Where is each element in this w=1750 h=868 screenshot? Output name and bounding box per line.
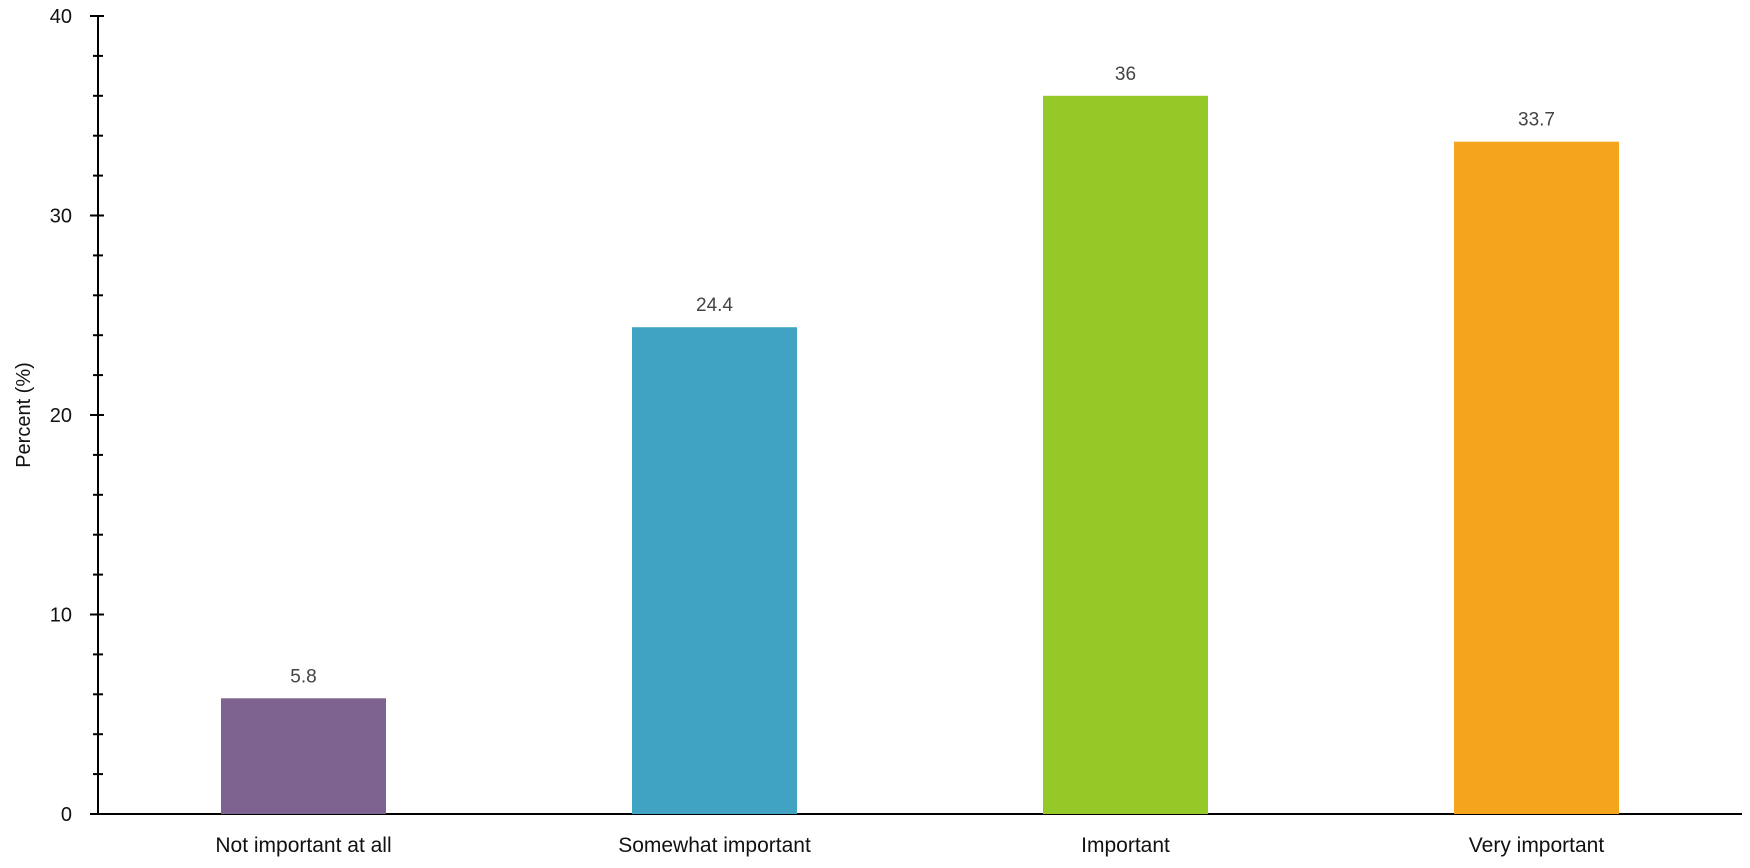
data-label: 24.4 [696, 295, 733, 316]
bar [1043, 95, 1208, 815]
data-label: 36 [1115, 64, 1136, 85]
bar [1454, 141, 1619, 814]
x-category-label: Important [1081, 834, 1170, 857]
bar [221, 698, 386, 814]
y-tick-label: 40 [50, 6, 72, 28]
labels-layer: 5.8 Not important at all 24.4 Somewhat impo… [215, 64, 1604, 857]
bar [632, 327, 797, 814]
x-category-label: Not important at all [215, 834, 391, 857]
x-category-label: Very important [1469, 834, 1605, 857]
data-label: 33.7 [1518, 110, 1555, 131]
y-tick-label: 20 [50, 405, 72, 427]
bars-layer [221, 95, 1619, 815]
y-tick-label: 10 [50, 605, 72, 627]
y-tick-label: 30 [50, 206, 72, 228]
y-axis-title: Percent (%) [13, 362, 35, 468]
y-tick-label: 0 [61, 804, 72, 826]
data-label: 5.8 [290, 666, 316, 687]
x-category-label: Somewhat important [618, 834, 811, 857]
